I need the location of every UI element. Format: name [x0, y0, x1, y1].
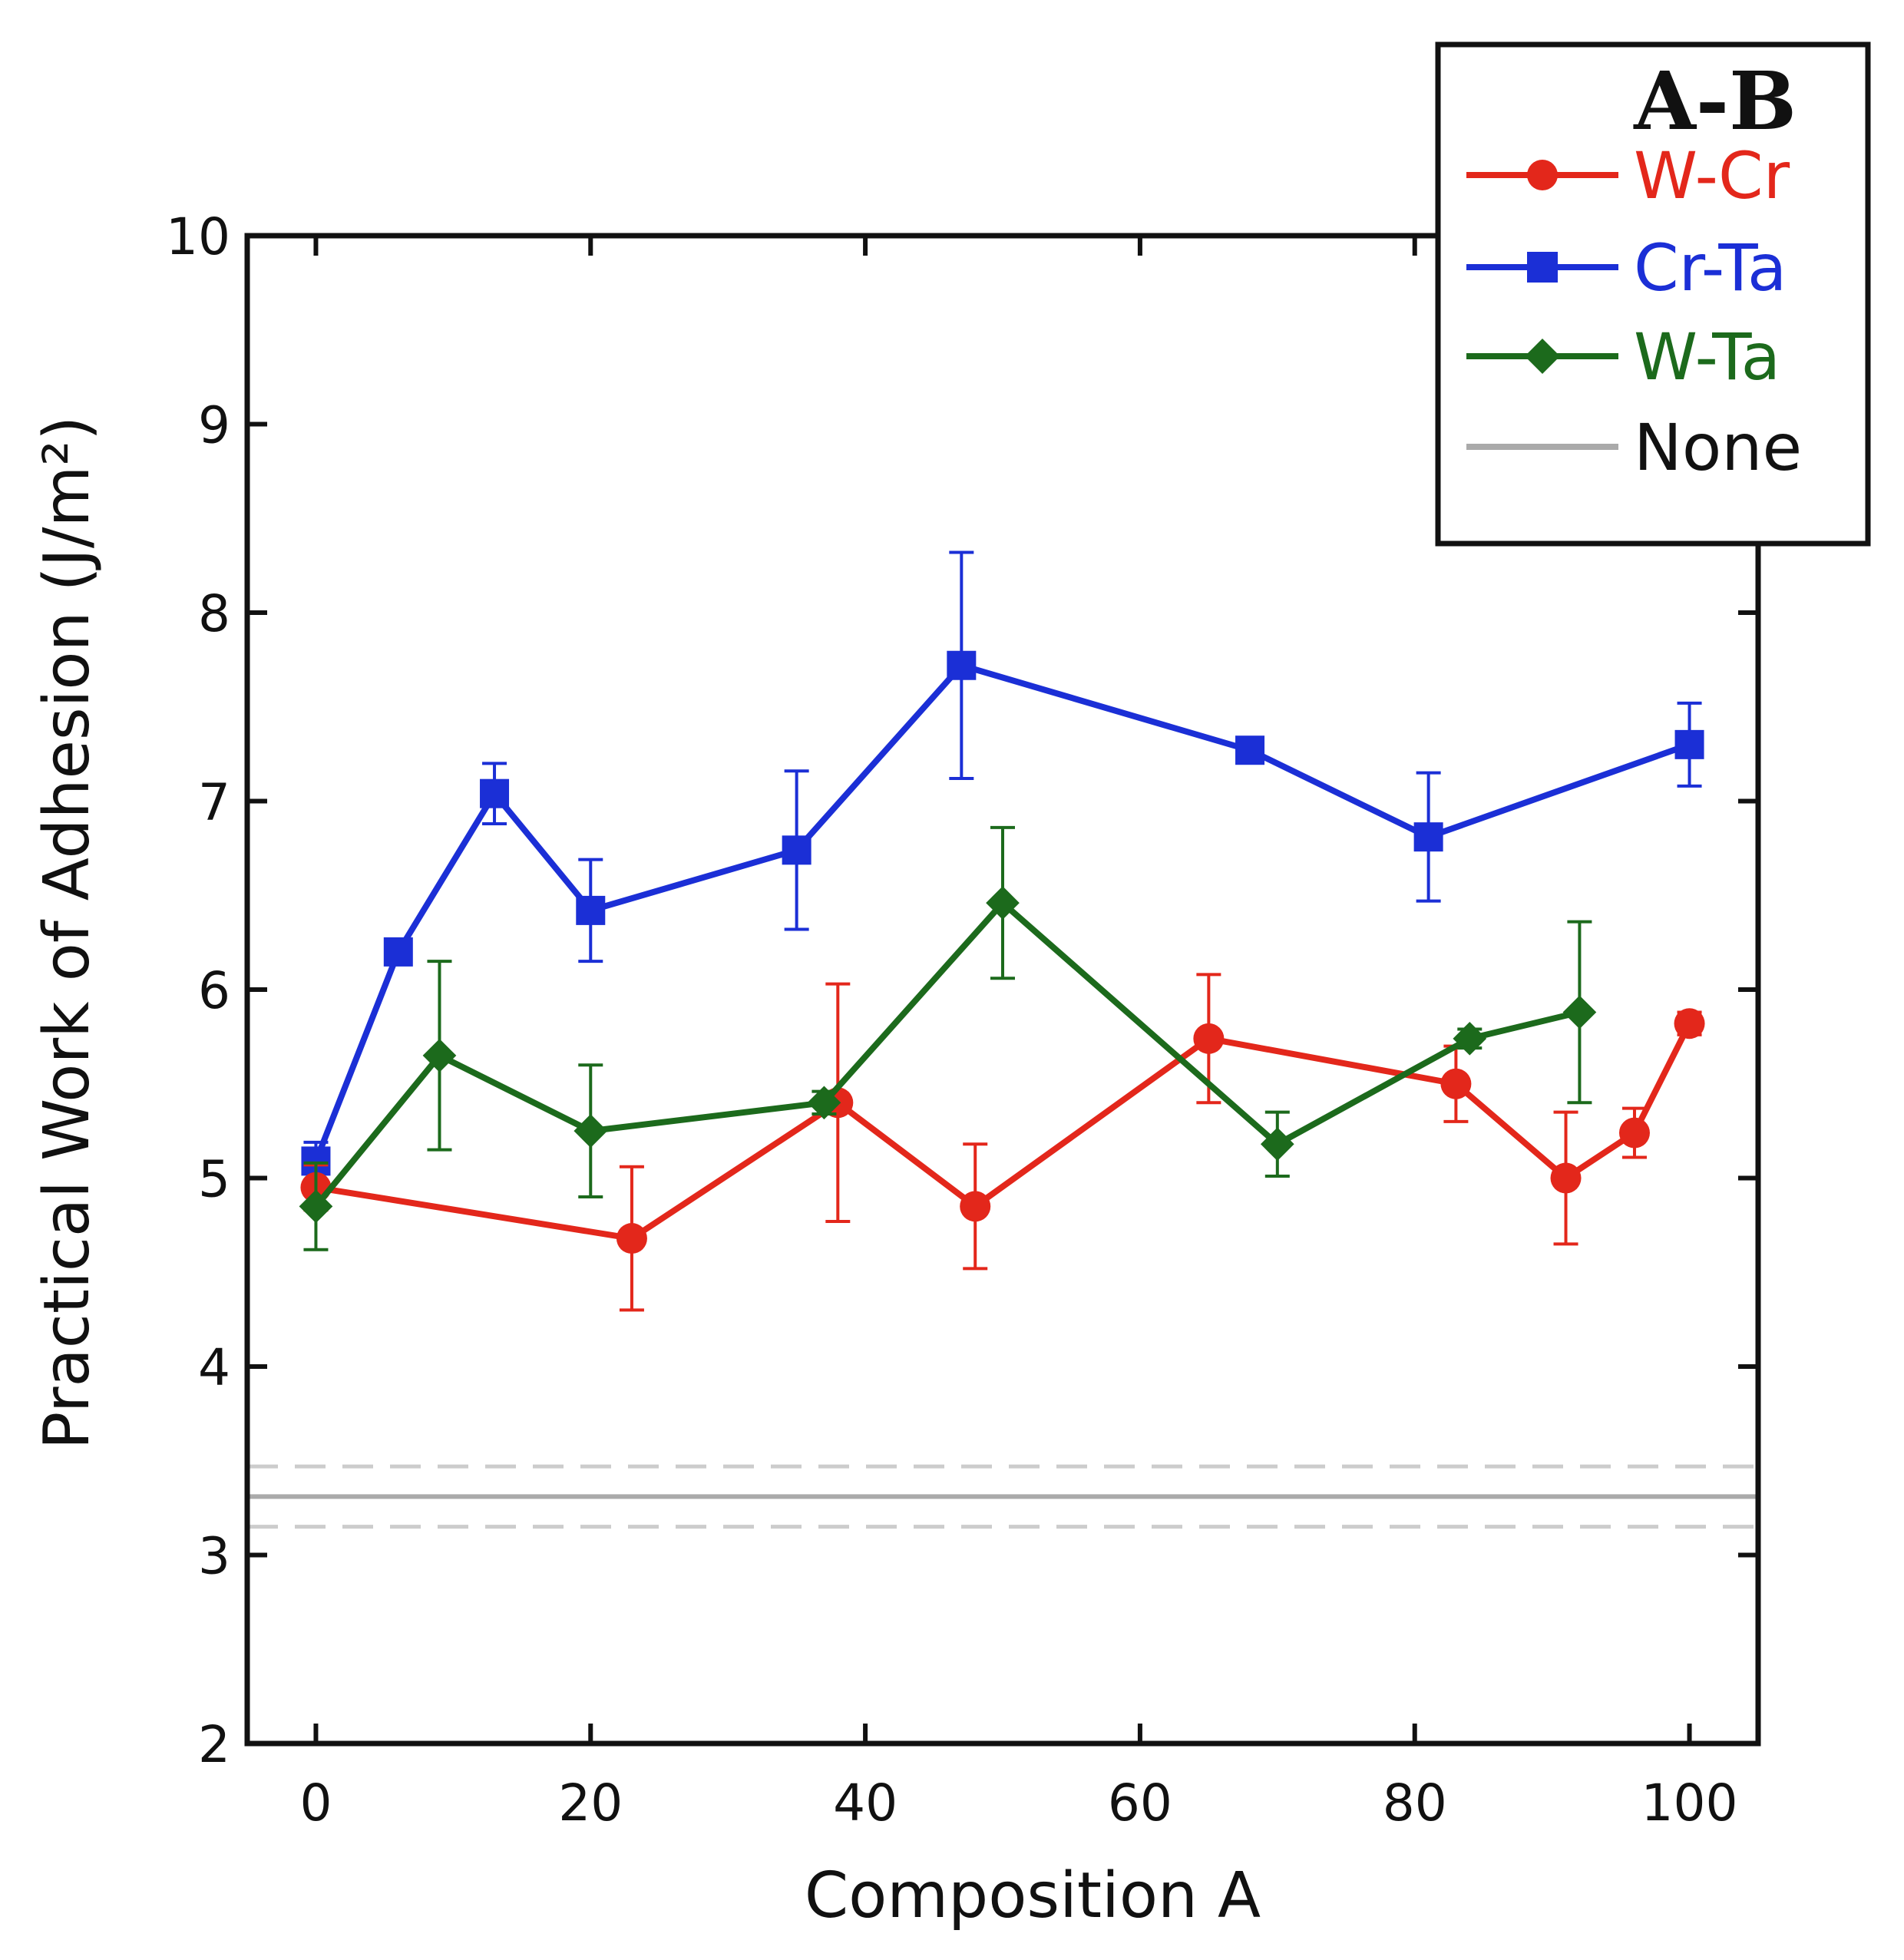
legend-entry-w-ta: W-Ta — [1466, 319, 1780, 395]
data-point-diamond — [299, 1189, 333, 1224]
y-tick-label: 4 — [198, 1338, 230, 1397]
data-point-diamond — [1525, 339, 1560, 374]
legend-label: Cr-Ta — [1634, 230, 1787, 306]
data-point-square — [383, 937, 413, 967]
series-line — [315, 1022, 1693, 1242]
y-tick-label: 5 — [198, 1150, 230, 1209]
plot-frame — [244, 233, 1761, 1747]
tick-labels: 0 20 40 60 80 100 2 3 4 5 6 7 8 9 10 — [166, 207, 1738, 1833]
legend-entry-none: None — [1466, 410, 1802, 485]
x-tick-label: 0 — [299, 1773, 332, 1833]
series-cr-ta — [301, 550, 1704, 1182]
data-point-circle — [1550, 1162, 1582, 1194]
y-tick-label: 7 — [198, 773, 230, 832]
series-w-ta — [299, 825, 1597, 1251]
data-point-diamond — [574, 1114, 608, 1148]
y-tick-label: 8 — [198, 584, 230, 643]
legend-title: A-B — [1633, 54, 1797, 148]
data-point-circle — [616, 1223, 647, 1254]
legend-label: W-Ta — [1634, 319, 1780, 395]
data-point-circle — [960, 1191, 991, 1222]
data-point-circle — [1527, 160, 1558, 190]
legend-label: None — [1634, 410, 1802, 485]
data-point-circle — [1193, 1023, 1225, 1054]
data-point-square — [576, 895, 606, 925]
data-point-square — [480, 778, 510, 808]
x-tick-label: 20 — [558, 1773, 623, 1833]
y-tick-label: 2 — [198, 1715, 230, 1774]
y-tick-label: 3 — [198, 1527, 230, 1586]
legend-entries: W-Cr Cr-Ta W-Ta None — [1466, 138, 1802, 485]
data-point-diamond — [986, 886, 1020, 920]
none-baseline-layer — [247, 1464, 1758, 1529]
y-tick-label: 6 — [198, 961, 230, 1020]
data-point-square — [1235, 735, 1265, 765]
data-point-diamond — [807, 1086, 841, 1120]
data-point-square — [782, 835, 812, 865]
x-tick-label: 60 — [1108, 1773, 1172, 1833]
legend-label: W-Cr — [1634, 138, 1790, 213]
y-tick-label: 9 — [198, 396, 230, 455]
series-w-cr — [300, 973, 1705, 1312]
y-axis-title: Practical Work of Adhesion (J/m²) — [31, 416, 104, 1449]
x-axis-title: Composition A — [805, 1859, 1261, 1932]
legend-entry-cr-ta: Cr-Ta — [1466, 230, 1787, 306]
series-layer — [299, 550, 1705, 1312]
x-tick-label: 80 — [1383, 1773, 1447, 1833]
data-point-diamond — [422, 1039, 457, 1073]
data-point-square — [947, 650, 977, 680]
legend-entry-w-cr: W-Cr — [1466, 138, 1790, 213]
data-point-square — [1527, 252, 1558, 283]
x-tick-label: 40 — [833, 1773, 897, 1833]
legend: A-B W-Cr Cr-Ta W-Ta None — [1435, 41, 1871, 547]
data-point-square — [1674, 729, 1704, 759]
legend-box — [1435, 41, 1871, 547]
y-tick-label: 10 — [166, 207, 230, 266]
data-point-square — [1413, 822, 1443, 852]
x-tick-label: 100 — [1641, 1773, 1738, 1833]
data-point-circle — [1618, 1117, 1650, 1149]
series-line — [313, 900, 1581, 1208]
data-point-circle — [1440, 1068, 1472, 1099]
data-point-diamond — [1453, 1021, 1487, 1056]
data-point-diamond — [1260, 1127, 1294, 1162]
data-point-circle — [1674, 1008, 1705, 1039]
data-point-diamond — [1562, 995, 1597, 1030]
